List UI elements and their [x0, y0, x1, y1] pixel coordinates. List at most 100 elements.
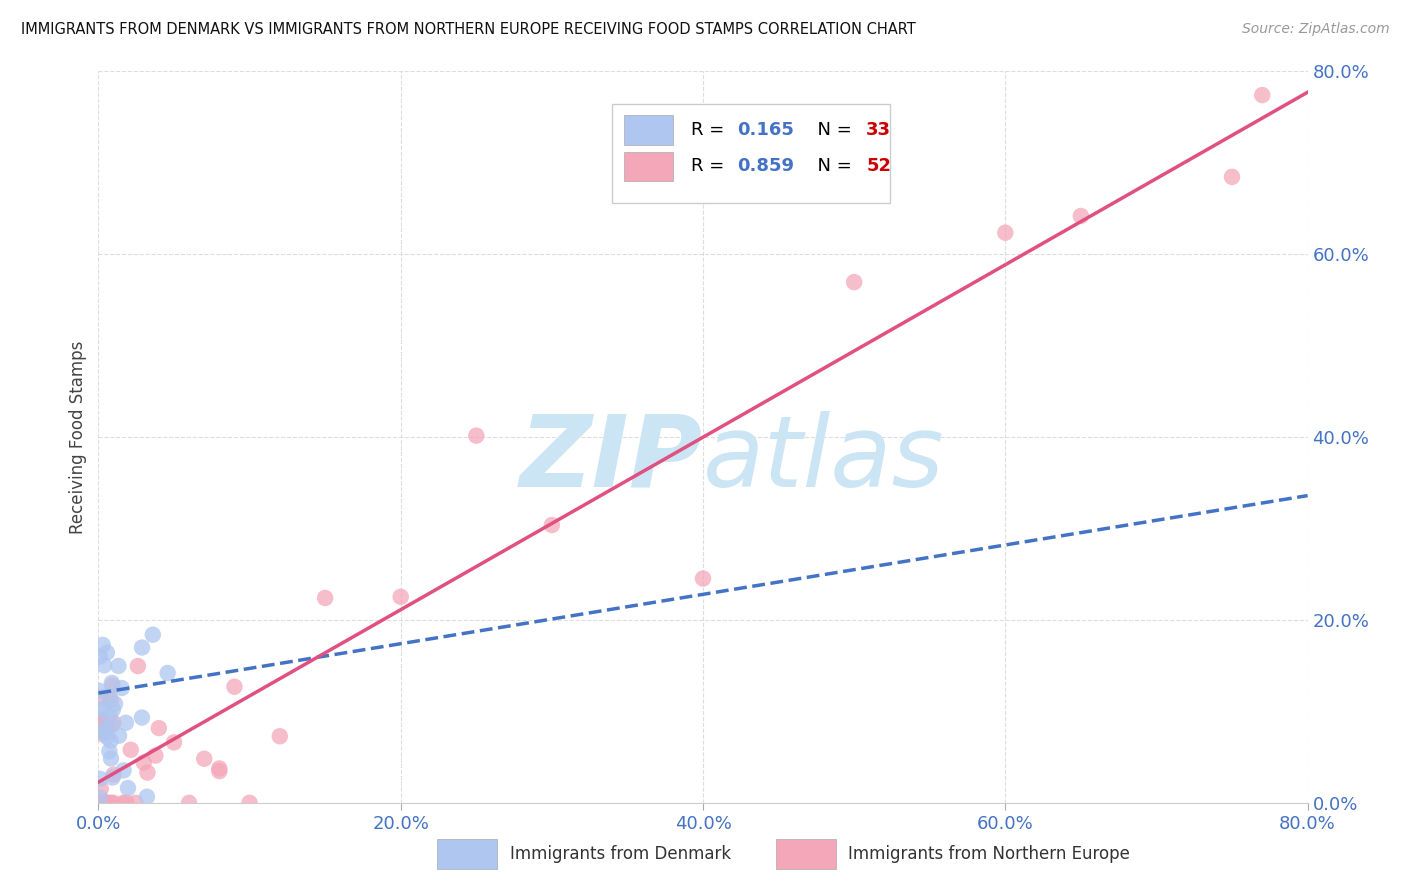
- Point: [115, 715, 138, 730]
- Point: [87, 683, 110, 698]
- Point: [94, 796, 117, 810]
- Point: [120, 743, 142, 757]
- Text: N =: N =: [806, 121, 858, 139]
- Text: Source: ZipAtlas.com: Source: ZipAtlas.com: [1241, 22, 1389, 37]
- Point: [103, 715, 125, 730]
- Point: [124, 796, 146, 810]
- Point: [101, 771, 124, 785]
- Point: [89, 796, 111, 810]
- Point: [101, 676, 124, 690]
- Point: [89, 772, 111, 786]
- Y-axis label: Receiving Food Stamps: Receiving Food Stamps: [69, 341, 87, 533]
- Text: ZIP: ZIP: [520, 410, 703, 508]
- Point: [91, 715, 114, 730]
- Point: [136, 789, 159, 804]
- Point: [89, 796, 111, 810]
- FancyBboxPatch shape: [613, 104, 890, 203]
- Point: [100, 796, 122, 810]
- Point: [163, 735, 186, 749]
- Point: [148, 721, 170, 735]
- Point: [91, 796, 114, 810]
- Point: [103, 796, 125, 810]
- Text: 33: 33: [866, 121, 891, 139]
- Point: [96, 720, 118, 734]
- Point: [108, 729, 131, 743]
- Point: [90, 703, 112, 717]
- Text: IMMIGRANTS FROM DENMARK VS IMMIGRANTS FROM NORTHERN EUROPE RECEIVING FOOD STAMPS: IMMIGRANTS FROM DENMARK VS IMMIGRANTS FR…: [21, 22, 915, 37]
- Point: [1251, 88, 1274, 103]
- Point: [98, 744, 121, 758]
- Point: [208, 761, 231, 775]
- Point: [314, 591, 336, 605]
- Point: [91, 723, 114, 737]
- Point: [127, 659, 149, 673]
- Point: [96, 646, 118, 660]
- Point: [93, 658, 115, 673]
- Point: [97, 796, 120, 810]
- FancyBboxPatch shape: [624, 152, 672, 181]
- Point: [179, 796, 201, 810]
- Point: [100, 693, 122, 707]
- Point: [115, 796, 138, 810]
- Text: atlas: atlas: [703, 410, 945, 508]
- Point: [100, 733, 122, 747]
- Point: [540, 518, 562, 533]
- Text: Immigrants from Denmark: Immigrants from Denmark: [509, 845, 731, 863]
- Point: [101, 702, 124, 716]
- Point: [89, 713, 111, 727]
- Point: [1220, 169, 1243, 184]
- Point: [97, 689, 120, 703]
- Point: [104, 697, 127, 711]
- Text: 52: 52: [866, 158, 891, 176]
- Point: [117, 780, 139, 795]
- FancyBboxPatch shape: [776, 839, 837, 869]
- Point: [465, 428, 488, 442]
- Point: [90, 690, 112, 705]
- Text: Immigrants from Northern Europe: Immigrants from Northern Europe: [848, 845, 1130, 863]
- Point: [112, 764, 135, 778]
- Point: [91, 727, 114, 741]
- FancyBboxPatch shape: [437, 839, 498, 869]
- Point: [94, 796, 117, 810]
- Point: [93, 796, 115, 810]
- Point: [100, 719, 122, 733]
- Point: [389, 590, 412, 604]
- Point: [94, 796, 117, 810]
- Point: [93, 796, 115, 810]
- Point: [145, 748, 167, 763]
- Text: 0.165: 0.165: [737, 121, 794, 139]
- Point: [89, 649, 111, 664]
- Point: [101, 679, 124, 693]
- Point: [239, 796, 262, 810]
- Point: [91, 638, 114, 652]
- Point: [91, 701, 114, 715]
- Point: [100, 751, 122, 765]
- Point: [91, 715, 114, 730]
- Point: [131, 710, 153, 724]
- Text: R =: R =: [690, 158, 730, 176]
- Point: [103, 767, 125, 781]
- Point: [96, 730, 118, 744]
- Point: [107, 659, 129, 673]
- Point: [132, 756, 155, 770]
- Point: [269, 729, 291, 743]
- FancyBboxPatch shape: [624, 115, 672, 145]
- Point: [156, 666, 179, 681]
- Text: R =: R =: [690, 121, 730, 139]
- Point: [94, 796, 117, 810]
- Point: [90, 796, 112, 810]
- Text: N =: N =: [806, 158, 858, 176]
- Point: [93, 725, 115, 739]
- Point: [131, 640, 153, 655]
- Point: [89, 790, 111, 805]
- Point: [1070, 209, 1092, 223]
- Point: [142, 628, 165, 642]
- Point: [193, 752, 215, 766]
- Point: [208, 764, 231, 778]
- Point: [224, 680, 246, 694]
- Point: [112, 796, 135, 810]
- Point: [844, 275, 866, 289]
- Text: 0.859: 0.859: [737, 158, 794, 176]
- Point: [90, 781, 112, 796]
- Point: [111, 681, 134, 695]
